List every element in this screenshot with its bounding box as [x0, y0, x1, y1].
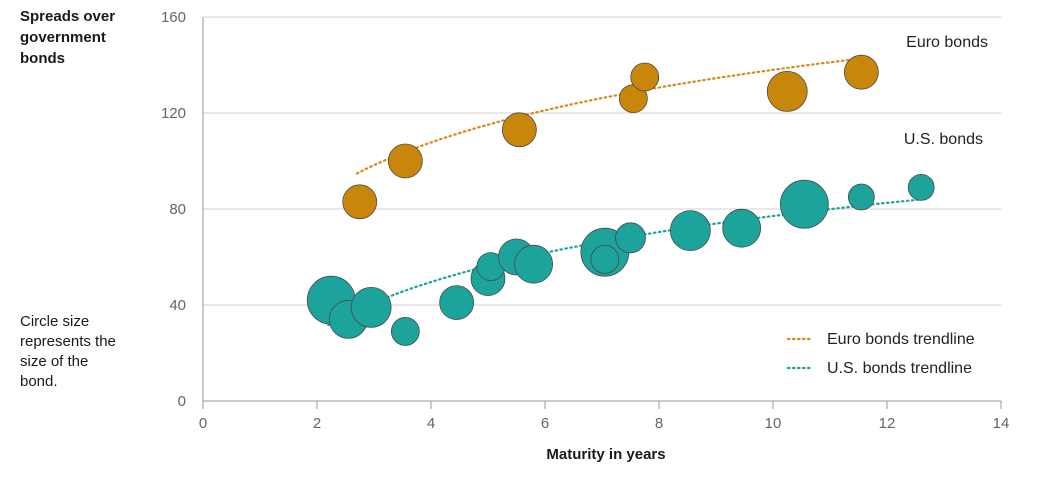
bubble-us-16	[907, 173, 935, 201]
bubble-euro-2	[501, 112, 537, 148]
bubble-us-8	[514, 244, 553, 284]
bubble-us-12	[669, 210, 711, 252]
bubble-us-13	[722, 208, 762, 248]
bubble-us-10	[590, 244, 620, 274]
bubble-euro-0	[342, 184, 378, 220]
x-tick-label-10: 10	[765, 415, 782, 432]
x-tick-label-2: 2	[313, 415, 321, 432]
y-tick-label-80: 80	[169, 201, 186, 218]
bubble-us-15	[847, 183, 875, 211]
x-tick-label-6: 6	[541, 415, 549, 432]
y-tick-label-120: 120	[161, 105, 186, 122]
y-tick-label-0: 0	[178, 393, 186, 410]
trendline-euro	[355, 57, 863, 175]
x-tick-label-14: 14	[993, 415, 1010, 432]
bubble-euro-4	[630, 62, 660, 92]
circle-size-note: Circle size represents the size of the b…	[20, 313, 116, 390]
y-tick-label-40: 40	[169, 297, 186, 314]
x-tick-label-0: 0	[199, 415, 207, 432]
bubble-us-2	[350, 286, 392, 328]
bubble-euro-1	[387, 143, 423, 179]
x-tick-label-4: 4	[427, 415, 435, 432]
x-tick-label-12: 12	[879, 415, 896, 432]
y-axis-label: Spreads over government bonds	[20, 8, 116, 67]
legend-label-euro: Euro bonds trendline	[827, 331, 975, 348]
bubble-euro-6	[843, 54, 879, 90]
x-tick-label-8: 8	[655, 415, 663, 432]
bubble-us-14	[779, 179, 829, 229]
series-label-us: U.S. bonds	[904, 131, 983, 148]
bubble-us-4	[439, 285, 475, 321]
bubble-us-11	[615, 222, 646, 254]
y-tick-label-160: 160	[161, 9, 186, 26]
x-axis-label: Maturity in years	[546, 446, 666, 463]
legend-label-us: U.S. bonds trendline	[827, 360, 972, 377]
bubble-euro-5	[766, 71, 808, 112]
bubble-us-3	[390, 316, 420, 346]
series-label-euro: Euro bonds	[906, 34, 988, 51]
